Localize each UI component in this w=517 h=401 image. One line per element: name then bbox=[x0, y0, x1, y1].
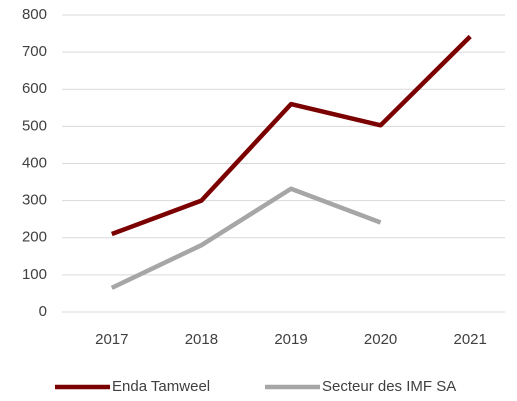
y-tick-label: 200 bbox=[22, 229, 47, 246]
legend-label: Enda Tamweel bbox=[112, 378, 210, 395]
y-tick-label: 0 bbox=[39, 303, 47, 320]
legend-label: Secteur des IMF SA bbox=[322, 378, 456, 395]
x-tick-label: 2018 bbox=[185, 331, 218, 348]
x-tick-label: 2020 bbox=[364, 331, 397, 348]
x-tick-label: 2017 bbox=[95, 331, 128, 348]
y-tick-label: 600 bbox=[22, 80, 47, 97]
x-tick-label: 2019 bbox=[274, 331, 307, 348]
y-tick-label: 400 bbox=[22, 154, 47, 171]
y-tick-label: 300 bbox=[22, 192, 47, 209]
x-tick-label: 2021 bbox=[454, 331, 487, 348]
y-tick-label: 500 bbox=[22, 117, 47, 134]
y-tick-label: 800 bbox=[22, 6, 47, 23]
y-tick-label: 700 bbox=[22, 43, 47, 60]
series-line bbox=[111, 34, 472, 237]
y-tick-label: 100 bbox=[22, 266, 47, 283]
series-line bbox=[110, 186, 382, 290]
